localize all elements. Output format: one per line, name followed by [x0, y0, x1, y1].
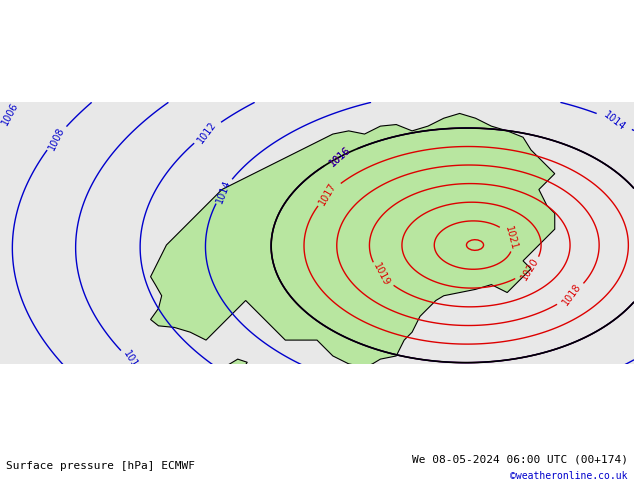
Text: 1020: 1020	[519, 256, 540, 282]
Text: 1018: 1018	[560, 282, 583, 307]
Text: 1008: 1008	[46, 125, 66, 151]
Polygon shape	[206, 359, 247, 380]
Polygon shape	[151, 114, 555, 367]
Bar	[0, 364, 634, 388]
Text: ©weatheronline.co.uk: ©weatheronline.co.uk	[510, 471, 628, 481]
Text: 1012: 1012	[196, 120, 219, 146]
Text: 1014: 1014	[602, 110, 628, 132]
Text: Surface pressure [hPa] ECMWF: Surface pressure [hPa] ECMWF	[6, 462, 195, 471]
Text: 1006: 1006	[0, 100, 20, 127]
Text: 1021: 1021	[503, 225, 519, 252]
Text: 1016: 1016	[327, 145, 353, 169]
Text: 1014: 1014	[573, 370, 599, 391]
Text: 1017: 1017	[318, 181, 339, 207]
Text: 1014: 1014	[214, 178, 232, 204]
Text: 1019: 1019	[372, 261, 391, 288]
Text: 1010: 1010	[122, 349, 143, 375]
Text: 1016: 1016	[327, 145, 353, 169]
Text: We 08-05-2024 06:00 UTC (00+174): We 08-05-2024 06:00 UTC (00+174)	[411, 455, 628, 465]
